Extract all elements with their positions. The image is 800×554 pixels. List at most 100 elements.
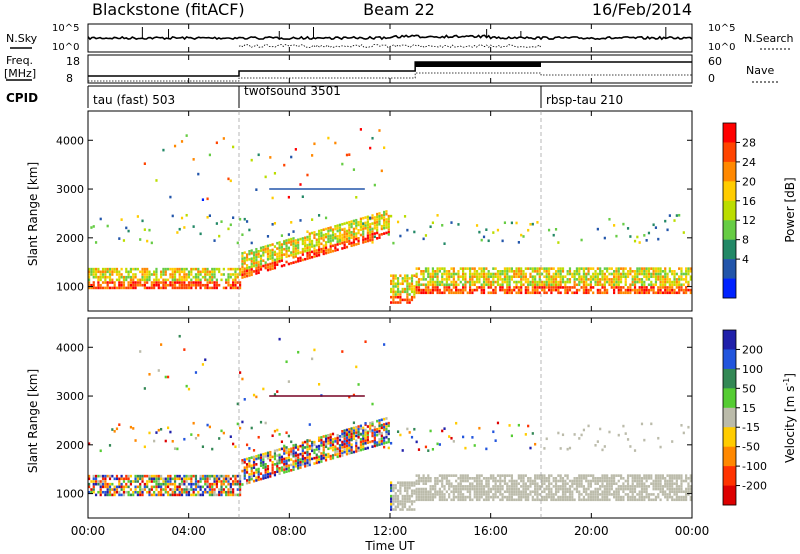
data-cell <box>245 479 249 482</box>
data-cell <box>171 214 174 218</box>
data-cell <box>315 251 318 255</box>
data-cell <box>427 272 430 276</box>
data-cell <box>187 275 191 279</box>
data-cell <box>278 448 281 451</box>
power-colorbar-segment <box>723 161 736 182</box>
data-cell <box>603 498 606 502</box>
data-cell <box>415 487 418 491</box>
data-cell <box>657 495 660 499</box>
data-cell <box>355 224 358 227</box>
data-cell <box>301 242 304 246</box>
data-cell <box>343 434 346 438</box>
data-cell <box>536 272 539 276</box>
data-cell <box>164 281 167 284</box>
data-cell <box>338 454 342 458</box>
data-cell <box>234 445 237 449</box>
data-cell <box>406 486 409 490</box>
data-cell <box>478 426 481 430</box>
data-cell <box>241 254 244 258</box>
data-cell <box>594 482 597 485</box>
data-cell <box>157 474 160 478</box>
data-cell <box>371 136 374 140</box>
data-cell <box>527 288 530 292</box>
data-cell <box>671 487 674 491</box>
data-cell <box>317 450 321 453</box>
data-cell <box>561 490 565 494</box>
data-cell <box>387 228 390 231</box>
data-cell <box>538 270 541 273</box>
data-cell <box>99 449 102 453</box>
data-cell <box>208 477 211 481</box>
data-cell <box>545 498 548 502</box>
data-cell <box>587 479 590 483</box>
data-cell <box>176 286 179 290</box>
data-cell <box>689 291 692 295</box>
data-cell <box>292 452 295 455</box>
data-cell <box>304 462 307 465</box>
data-cell <box>97 480 100 483</box>
data-cell <box>357 228 360 232</box>
data-cell <box>276 448 279 452</box>
data-cell <box>301 452 304 455</box>
data-cell <box>689 278 692 281</box>
data-cell <box>248 475 251 479</box>
data-cell <box>136 281 139 284</box>
data-cell <box>520 267 523 270</box>
data-cell <box>501 498 504 502</box>
data-cell <box>252 254 256 257</box>
data-cell <box>287 254 290 258</box>
data-cell <box>234 283 237 287</box>
data-cell <box>640 280 644 284</box>
data-cell <box>255 457 258 461</box>
data-cell <box>566 288 569 292</box>
data-cell <box>543 267 546 270</box>
data-cell <box>88 477 91 481</box>
data-cell <box>153 493 156 497</box>
data-cell <box>561 493 565 496</box>
data-cell <box>155 488 158 491</box>
data-cell <box>327 452 330 456</box>
data-cell <box>108 493 112 497</box>
data-cell <box>376 226 379 229</box>
data-cell <box>143 387 146 390</box>
data-cell <box>315 461 318 465</box>
data-cell <box>187 488 191 491</box>
data-cell <box>338 435 342 438</box>
data-cell <box>640 495 644 499</box>
data-cell <box>436 490 439 494</box>
data-cell <box>401 484 404 487</box>
data-cell <box>445 275 448 278</box>
data-cell <box>206 477 209 481</box>
data-cell <box>257 271 260 275</box>
data-cell <box>266 475 270 479</box>
data-cell <box>99 278 102 282</box>
data-cell <box>436 286 439 289</box>
data-cell <box>362 445 365 448</box>
data-cell <box>348 427 351 431</box>
velocity-ytick-label: 2000 <box>56 439 84 452</box>
data-cell <box>215 281 218 284</box>
data-cell <box>524 291 527 295</box>
data-cell <box>559 275 562 278</box>
data-cell <box>245 266 249 270</box>
data-cell <box>139 474 142 478</box>
velocity-colorbar-segment <box>723 388 736 409</box>
data-cell <box>301 462 304 466</box>
data-cell <box>510 485 513 488</box>
data-cell <box>552 288 555 292</box>
data-cell <box>520 477 523 480</box>
data-cell <box>315 458 318 462</box>
data-cell <box>273 471 277 474</box>
noise-sky-trace <box>87 34 693 41</box>
data-cell <box>573 291 576 295</box>
data-cell <box>524 493 527 496</box>
data-cell <box>529 477 532 480</box>
data-cell <box>543 288 546 292</box>
data-cell <box>462 283 465 287</box>
data-cell <box>287 434 290 438</box>
data-cell <box>376 237 379 240</box>
data-cell <box>443 477 446 480</box>
data-cell <box>503 479 507 483</box>
data-cell <box>190 482 193 486</box>
data-cell <box>485 498 488 502</box>
